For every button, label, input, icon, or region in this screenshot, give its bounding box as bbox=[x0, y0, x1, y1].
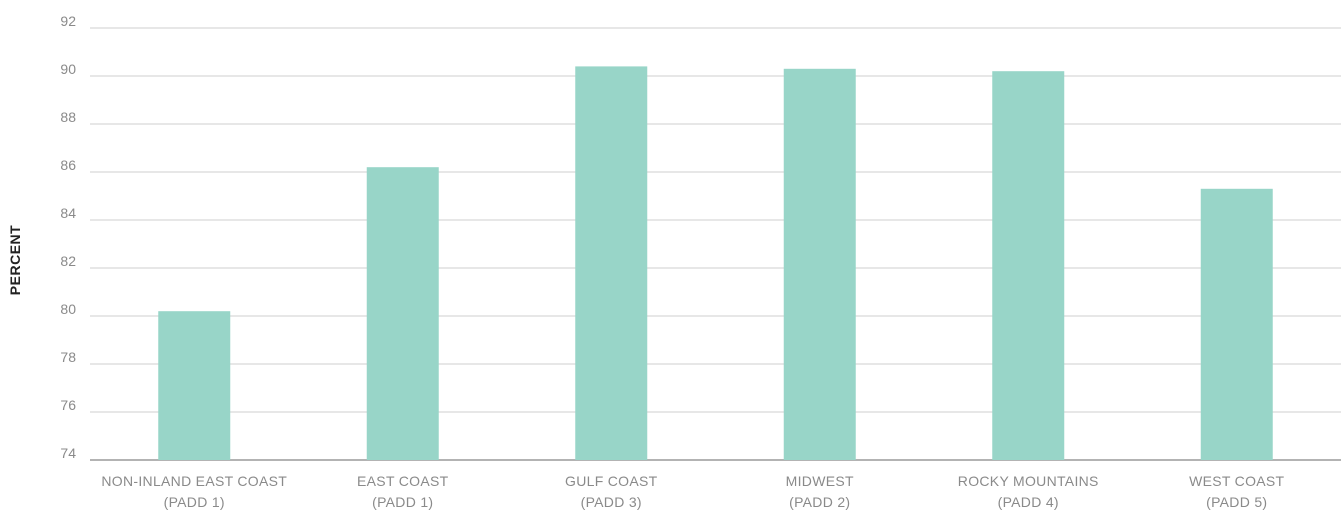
x-axis-categories: NON-INLAND EAST COAST (PADD 1) EAST COAST (… bbox=[101, 473, 1284, 510]
grid-lines bbox=[90, 27, 1341, 461]
x-category-padd: (PADD 5) bbox=[1206, 494, 1267, 510]
x-category-label: EAST COAST (PADD 1) bbox=[357, 473, 449, 510]
bar bbox=[366, 167, 439, 460]
y-tick-label: 80 bbox=[60, 301, 76, 317]
x-category-name: GULF COAST bbox=[565, 473, 658, 489]
bar bbox=[1200, 188, 1273, 461]
y-tick-label: 82 bbox=[60, 253, 76, 269]
x-category-padd: (PADD 1) bbox=[164, 494, 225, 510]
y-tick-label: 76 bbox=[60, 397, 76, 413]
y-tick-label: 86 bbox=[60, 157, 76, 173]
x-category-name: WEST COAST bbox=[1189, 473, 1284, 489]
x-category-label: GULF COAST (PADD 3) bbox=[565, 473, 658, 510]
x-category-label: MIDWEST (PADD 2) bbox=[786, 473, 854, 510]
x-category-name: NON-INLAND EAST COAST bbox=[101, 473, 287, 489]
bar bbox=[575, 66, 648, 461]
y-tick-label: 84 bbox=[60, 205, 76, 221]
x-category-name: MIDWEST bbox=[786, 473, 854, 489]
x-category-padd: (PADD 4) bbox=[998, 494, 1059, 510]
y-tick-label: 92 bbox=[60, 13, 76, 29]
bar bbox=[158, 311, 231, 460]
y-axis-ticks: 74 76 78 80 82 84 86 88 90 92 bbox=[60, 13, 76, 461]
x-category-label: ROCKY MOUNTAINS (PADD 4) bbox=[958, 473, 1099, 510]
x-category-padd: (PADD 3) bbox=[581, 494, 642, 510]
x-category-name: EAST COAST bbox=[357, 473, 449, 489]
bar bbox=[783, 68, 856, 461]
y-tick-label: 90 bbox=[60, 61, 76, 77]
y-tick-label: 88 bbox=[60, 109, 76, 125]
x-category-label: NON-INLAND EAST COAST (PADD 1) bbox=[101, 473, 287, 510]
x-category-label: WEST COAST (PADD 5) bbox=[1189, 473, 1284, 510]
x-category-padd: (PADD 1) bbox=[372, 494, 433, 510]
y-tick-label: 74 bbox=[60, 445, 76, 461]
x-category-name: ROCKY MOUNTAINS bbox=[958, 473, 1099, 489]
y-tick-label: 78 bbox=[60, 349, 76, 365]
x-category-padd: (PADD 2) bbox=[789, 494, 850, 510]
bars bbox=[158, 66, 1273, 461]
bar bbox=[992, 71, 1065, 460]
